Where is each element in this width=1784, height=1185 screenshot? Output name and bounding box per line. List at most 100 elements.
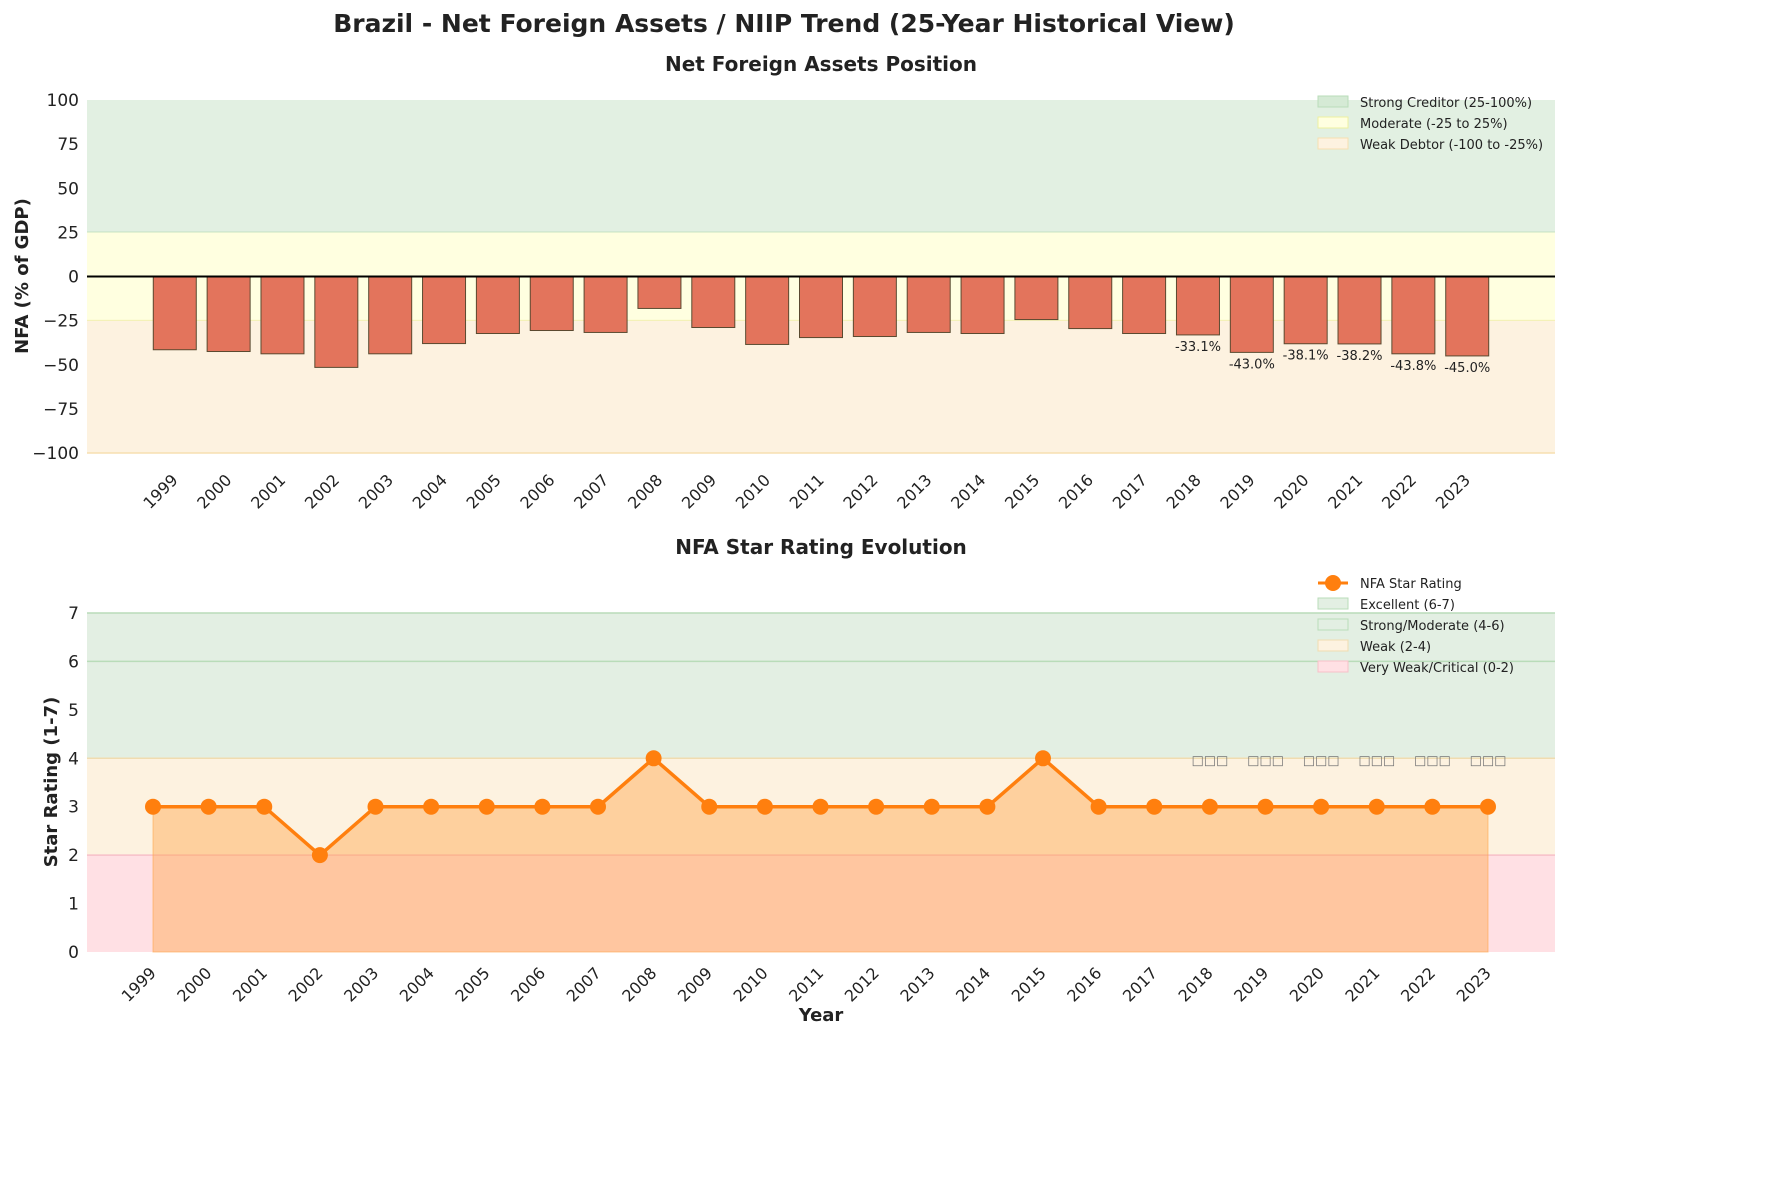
- top-y-axis-label: NFA (% of GDP): [12, 198, 33, 354]
- legend: Strong Creditor (25-100%) Moderate (-25 t…: [1317, 95, 1543, 153]
- point-2017: [1146, 798, 1163, 815]
- legend-label-2: Weak (2-4): [1360, 640, 1431, 655]
- x-tick-label: 2019: [1230, 963, 1272, 1005]
- x-tick-label: 2009: [678, 470, 720, 512]
- x-tick-label: 2015: [1008, 963, 1050, 1005]
- bottom-y-axis-label: Star Rating (1-7): [41, 697, 62, 868]
- point-2011: [812, 798, 829, 815]
- point-1999: [145, 798, 161, 815]
- legend: NFA Star Rating Excellent (6-7) Strong/Mod…: [1317, 575, 1514, 676]
- x-tick-label: 2022: [1378, 470, 1420, 512]
- x-tick-label: 2001: [229, 963, 271, 1005]
- y-tick-label: 4: [68, 749, 79, 769]
- x-tick-label: 2007: [570, 470, 612, 512]
- x-tick-label: 2008: [618, 963, 660, 1005]
- star-annotation-2020: □□□: [1303, 754, 1340, 769]
- x-tick-label: 2004: [409, 470, 451, 512]
- legend-label-0: Strong Creditor (25-100%): [1360, 96, 1532, 111]
- bar-2005: [475, 276, 520, 335]
- bar-2009: [691, 276, 736, 329]
- band-3: [87, 855, 1555, 952]
- bar-2004: [422, 276, 467, 345]
- x-tick-label: 2020: [1286, 963, 1328, 1005]
- bar-2020: [1283, 276, 1328, 345]
- x-tick-label: 2014: [947, 470, 989, 512]
- y-tick-label: 0: [68, 268, 79, 288]
- bar-2023: [1445, 276, 1490, 357]
- x-tick-label: 2018: [1174, 963, 1216, 1005]
- legend-label-3: Very Weak/Critical (0-2): [1360, 661, 1514, 676]
- data-label-2018: -33.1%: [1175, 340, 1221, 355]
- point-2023: [1480, 798, 1496, 815]
- bar-2012: [852, 276, 897, 338]
- y-tick-label: −25: [43, 312, 79, 332]
- y-tick-label: 3: [68, 798, 79, 818]
- legend-label-0: Excellent (6-7): [1360, 598, 1455, 613]
- y-tick-label: 2: [68, 846, 79, 866]
- bar-2013: [906, 276, 951, 333]
- y-tick-label: 6: [68, 652, 79, 672]
- point-2001: [256, 798, 273, 815]
- point-2000: [200, 798, 217, 815]
- star-annotation-2022: □□□: [1414, 754, 1451, 769]
- bar-2017: [1122, 276, 1167, 335]
- x-tick-label: 2006: [516, 470, 558, 512]
- bar-2022: [1391, 276, 1436, 355]
- x-tick-label: 2015: [1001, 470, 1043, 512]
- star-annotation-2023: □□□: [1470, 754, 1507, 769]
- bottom-chart-title: NFA Star Rating Evolution: [675, 535, 967, 559]
- point-2020: [1313, 798, 1330, 815]
- y-tick-label: 5: [68, 701, 79, 721]
- point-2009: [701, 798, 718, 815]
- y-tick-label: 75: [57, 135, 79, 155]
- legend-swatch-3: [1317, 660, 1349, 673]
- point-2018: [1201, 798, 1218, 815]
- x-tick-label: 2022: [1397, 963, 1439, 1005]
- x-tick-label: 2004: [396, 963, 438, 1005]
- legend-label-series: NFA Star Rating: [1360, 577, 1462, 592]
- x-tick-label: 2019: [1216, 470, 1258, 512]
- x-tick-label: 2002: [301, 470, 343, 512]
- x-tick-label: 2011: [786, 470, 828, 512]
- legend-marker: [1325, 575, 1341, 591]
- y-tick-label: 0: [68, 943, 79, 963]
- bar-2011: [799, 276, 843, 339]
- bar-2008: [637, 276, 682, 309]
- data-label-2021: -38.2%: [1337, 349, 1383, 364]
- x-tick-label: 2017: [1119, 963, 1161, 1005]
- suptitle: Brazil - Net Foreign Assets / NIIP Trend…: [333, 9, 1235, 38]
- bar-2001: [260, 276, 305, 355]
- x-tick-label: 2016: [1055, 470, 1097, 512]
- band-2: [87, 320, 1555, 453]
- point-2012: [868, 798, 885, 815]
- x-tick-label: 2016: [1063, 963, 1105, 1005]
- x-tick-label: 2010: [732, 470, 774, 512]
- bar-1999: [152, 276, 197, 351]
- bar-2007: [583, 276, 628, 333]
- x-tick-label: 2007: [563, 963, 605, 1005]
- x-tick-label: 2012: [839, 470, 881, 512]
- y-tick-label: 50: [57, 179, 79, 199]
- point-2003: [367, 798, 384, 815]
- legend-label-1: Strong/Moderate (4-6): [1360, 619, 1505, 634]
- data-label-2019: -43.0%: [1229, 357, 1275, 372]
- point-2010: [756, 798, 773, 815]
- point-2004: [423, 798, 440, 815]
- bar-2018: [1175, 276, 1220, 336]
- x-tick-label: 2006: [507, 963, 549, 1005]
- star-annotation-2018: □□□: [1191, 754, 1228, 769]
- point-2013: [923, 798, 940, 815]
- legend-swatch-0: [1317, 597, 1349, 610]
- bar-2015: [1014, 276, 1059, 321]
- x-tick-label: 2023: [1453, 963, 1495, 1005]
- legend-swatch-0: [1317, 95, 1349, 108]
- data-label-2022: -43.8%: [1390, 359, 1436, 374]
- bar-2010: [745, 276, 790, 345]
- x-tick-label: 2005: [462, 470, 504, 512]
- x-tick-label: 2023: [1432, 470, 1474, 512]
- bar-2006: [529, 276, 574, 332]
- y-tick-label: 1: [68, 895, 79, 915]
- y-tick-label: −100: [32, 444, 79, 464]
- band-0: [87, 613, 1555, 662]
